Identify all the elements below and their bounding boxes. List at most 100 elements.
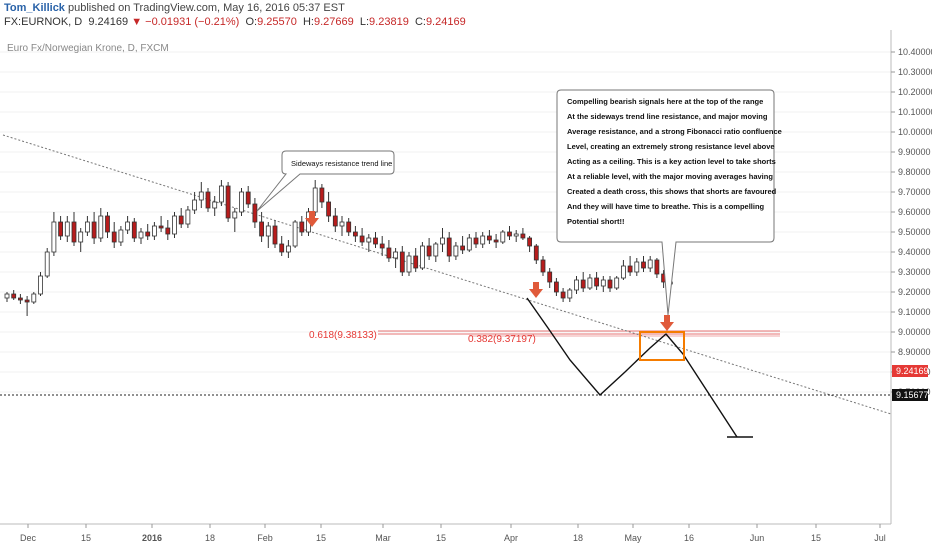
candle-body[interactable] bbox=[312, 187, 318, 213]
candle-body[interactable] bbox=[58, 221, 63, 237]
candle-body[interactable] bbox=[587, 277, 593, 289]
candle-body[interactable] bbox=[346, 221, 352, 233]
candle-body[interactable] bbox=[433, 243, 439, 257]
candle-body[interactable] bbox=[359, 235, 365, 243]
candle-body[interactable] bbox=[533, 245, 539, 261]
candle-body[interactable] bbox=[218, 185, 224, 203]
candle-body[interactable] bbox=[614, 277, 620, 289]
candle-body[interactable] bbox=[64, 221, 70, 237]
candle-body[interactable] bbox=[51, 221, 57, 253]
candle-body[interactable] bbox=[205, 191, 211, 209]
candle-body[interactable] bbox=[594, 277, 599, 287]
candle-body[interactable] bbox=[486, 235, 492, 241]
trendline-callout[interactable]: Sideways resistance trend line bbox=[256, 150, 395, 212]
candle-body[interactable] bbox=[560, 291, 566, 299]
candle-body[interactable] bbox=[440, 237, 445, 245]
candle-body[interactable] bbox=[527, 237, 532, 247]
candle-body[interactable] bbox=[554, 281, 559, 293]
candle-body[interactable] bbox=[111, 231, 117, 243]
candle-body[interactable] bbox=[580, 279, 586, 289]
candle-body[interactable] bbox=[446, 237, 452, 257]
candle-body[interactable] bbox=[225, 185, 231, 219]
candle-body[interactable] bbox=[85, 221, 90, 233]
candle-body[interactable] bbox=[426, 245, 432, 257]
candle-body[interactable] bbox=[198, 191, 204, 201]
candle-body[interactable] bbox=[151, 225, 157, 237]
candle-body[interactable] bbox=[654, 259, 660, 275]
candle-body[interactable] bbox=[245, 191, 251, 205]
candle-body[interactable] bbox=[352, 231, 358, 237]
candle-body[interactable] bbox=[212, 201, 218, 209]
candle-body[interactable] bbox=[272, 225, 278, 245]
price-axis[interactable]: 10.40000 10.30000 10.20000 10.10000 10.00000… bbox=[891, 47, 932, 397]
candle-body[interactable] bbox=[473, 237, 479, 245]
candle-body[interactable] bbox=[627, 265, 633, 273]
candle-body[interactable] bbox=[145, 231, 151, 237]
candle-body[interactable] bbox=[366, 237, 372, 243]
candle-body[interactable] bbox=[540, 259, 546, 273]
candle-body[interactable] bbox=[105, 215, 110, 233]
candle-body[interactable] bbox=[165, 227, 171, 235]
candle-body[interactable] bbox=[192, 199, 198, 211]
candle-body[interactable] bbox=[17, 297, 23, 301]
candle-body[interactable] bbox=[24, 299, 30, 303]
candle-body[interactable] bbox=[158, 225, 164, 229]
candle-body[interactable] bbox=[31, 293, 37, 303]
candle-body[interactable] bbox=[252, 203, 258, 223]
candle-body[interactable] bbox=[520, 233, 526, 239]
candle-body[interactable] bbox=[393, 251, 399, 259]
candle-body[interactable] bbox=[567, 289, 573, 299]
candle-body[interactable] bbox=[386, 247, 392, 259]
candle-body[interactable] bbox=[71, 221, 77, 243]
candle-body[interactable] bbox=[172, 215, 177, 235]
candle-body[interactable] bbox=[460, 245, 466, 251]
candle-body[interactable] bbox=[480, 235, 486, 245]
projection-path[interactable] bbox=[526, 297, 738, 438]
candle-body[interactable] bbox=[507, 231, 512, 237]
candle-body[interactable] bbox=[44, 251, 50, 277]
candle-body[interactable] bbox=[299, 221, 305, 233]
candle-body[interactable] bbox=[4, 293, 10, 299]
candle-body[interactable] bbox=[574, 279, 579, 291]
candle-body[interactable] bbox=[419, 245, 425, 269]
candle-body[interactable] bbox=[131, 221, 137, 239]
candle-body[interactable] bbox=[493, 239, 499, 243]
candle-body[interactable] bbox=[332, 215, 338, 227]
candle-body[interactable] bbox=[641, 261, 646, 269]
candle-body[interactable] bbox=[279, 243, 285, 253]
candle-body[interactable] bbox=[38, 275, 43, 295]
candle-body[interactable] bbox=[78, 231, 84, 243]
candle-body[interactable] bbox=[379, 243, 385, 249]
candle-body[interactable] bbox=[98, 215, 104, 239]
candle-body[interactable] bbox=[138, 231, 144, 239]
candle-body[interactable] bbox=[259, 221, 265, 237]
candle-body[interactable] bbox=[453, 245, 459, 257]
candle-body[interactable] bbox=[232, 211, 238, 219]
author-link[interactable]: Tom_Killick bbox=[4, 2, 65, 14]
candle-body[interactable] bbox=[399, 251, 405, 273]
candle-body[interactable] bbox=[11, 293, 17, 299]
candle-body[interactable] bbox=[239, 191, 244, 213]
candle-body[interactable] bbox=[178, 215, 184, 225]
candle-body[interactable] bbox=[319, 187, 325, 203]
candle-body[interactable] bbox=[607, 279, 613, 289]
resistance-zone-box[interactable] bbox=[639, 331, 685, 361]
candle-body[interactable] bbox=[647, 259, 653, 269]
candle-body[interactable] bbox=[326, 201, 332, 217]
resistance-trendline[interactable] bbox=[2, 134, 892, 415]
candle-body[interactable] bbox=[91, 221, 97, 239]
candle-body[interactable] bbox=[125, 221, 130, 231]
candle-body[interactable] bbox=[547, 271, 553, 283]
candle-body[interactable] bbox=[413, 255, 419, 269]
candle-body[interactable] bbox=[600, 279, 606, 287]
time-axis[interactable]: Dec 15 2016 18 Feb 15 Mar 15 Apr 18 May 16 Jun 15 Jul bbox=[20, 524, 886, 543]
candle-body[interactable] bbox=[621, 265, 626, 279]
candle-body[interactable] bbox=[292, 221, 298, 247]
candle-body[interactable] bbox=[265, 225, 271, 237]
candle-body[interactable] bbox=[285, 245, 291, 253]
candle-body[interactable] bbox=[500, 231, 506, 243]
candle-body[interactable] bbox=[339, 221, 345, 227]
candle-body[interactable] bbox=[406, 255, 412, 273]
candle-body[interactable] bbox=[373, 237, 378, 245]
